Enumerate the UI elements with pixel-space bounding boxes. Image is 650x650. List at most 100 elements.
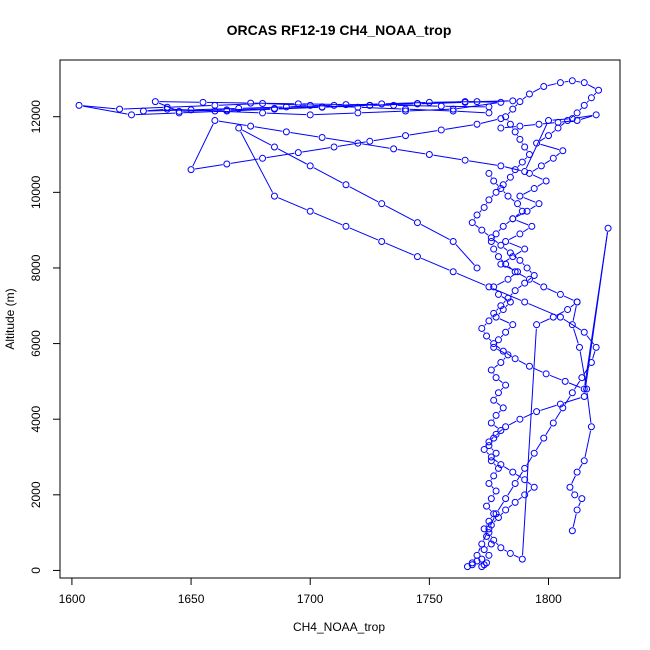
data-point xyxy=(473,264,481,272)
series-line-segment xyxy=(495,252,497,254)
series-line-segment xyxy=(218,110,259,114)
data-point xyxy=(425,98,433,106)
data-point xyxy=(521,298,529,306)
data-point xyxy=(366,101,374,109)
series-line-segment xyxy=(580,115,593,120)
series-line-segment xyxy=(433,154,462,161)
series-line-segment xyxy=(579,351,587,386)
data-point xyxy=(211,101,219,109)
data-point xyxy=(509,215,517,223)
data-point xyxy=(516,122,524,130)
series-line-segment xyxy=(313,212,343,226)
series-line-segment xyxy=(586,392,592,423)
data-point xyxy=(509,321,517,329)
series-line-segment xyxy=(278,106,319,109)
series-line-segment xyxy=(496,402,501,406)
data-point xyxy=(294,100,302,108)
series-line-segment xyxy=(349,186,379,203)
series-line-segment xyxy=(494,425,499,429)
series-line-segment xyxy=(501,296,508,301)
series-line-segment xyxy=(457,110,485,114)
data-point xyxy=(502,328,510,336)
data-point xyxy=(342,222,350,230)
data-point xyxy=(556,400,564,408)
data-point xyxy=(483,559,491,567)
series-line-segment xyxy=(478,547,481,552)
data-point xyxy=(478,324,486,332)
series-line-segment xyxy=(508,266,513,270)
series-line-segment xyxy=(583,365,590,375)
series-line-segment xyxy=(507,119,509,122)
series-line-segment xyxy=(504,126,516,129)
series-line-segment xyxy=(485,524,488,526)
series-line-segment xyxy=(532,167,539,172)
data-point xyxy=(247,122,255,130)
data-point xyxy=(511,498,519,506)
data-point xyxy=(497,115,505,123)
data-point xyxy=(525,90,533,98)
data-point xyxy=(480,203,488,211)
data-point xyxy=(528,222,536,230)
data-point xyxy=(502,506,510,514)
series-line-segment xyxy=(521,142,523,144)
series-line-segment xyxy=(483,331,485,333)
data-point xyxy=(483,502,491,510)
series-line-segment xyxy=(537,182,544,187)
series-line-segment xyxy=(519,206,521,209)
series-line-segment xyxy=(490,316,492,318)
data-point xyxy=(497,241,505,249)
series-line-segment xyxy=(507,486,514,496)
data-point xyxy=(559,404,567,412)
data-point xyxy=(487,234,495,242)
data-point xyxy=(516,192,524,200)
data-point xyxy=(545,132,553,140)
data-point xyxy=(449,237,457,245)
data-point xyxy=(259,154,267,162)
series-line-segment xyxy=(528,303,557,317)
series-line-segment xyxy=(490,516,492,519)
series-line-segment xyxy=(574,380,581,390)
series-line-segment xyxy=(409,108,450,112)
data-point xyxy=(523,264,531,272)
data-point xyxy=(463,563,471,571)
series-line-segment xyxy=(530,205,536,210)
data-point xyxy=(473,98,481,106)
data-point xyxy=(490,396,498,404)
data-point xyxy=(580,457,588,465)
data-point xyxy=(573,506,581,514)
data-point xyxy=(235,104,243,112)
series-line-segment xyxy=(490,535,492,538)
data-point xyxy=(487,521,495,529)
data-point xyxy=(485,103,493,111)
data-point xyxy=(139,107,147,115)
data-point xyxy=(437,102,445,110)
series-line-segment xyxy=(517,164,520,168)
series-line-segment xyxy=(493,373,495,375)
data-point xyxy=(366,137,374,145)
series-line-segment xyxy=(556,310,565,316)
data-point xyxy=(502,381,510,389)
data-point xyxy=(525,362,533,370)
series-line-segment xyxy=(544,160,551,165)
data-point xyxy=(497,427,505,435)
data-point xyxy=(487,453,495,461)
data-point xyxy=(525,275,533,283)
series-line-segment xyxy=(494,239,499,244)
data-point xyxy=(568,389,576,397)
data-point xyxy=(490,510,498,518)
data-point xyxy=(187,106,195,114)
series-line-segment xyxy=(505,179,508,183)
data-point xyxy=(449,268,457,276)
series-line-segment xyxy=(527,489,532,493)
data-point xyxy=(490,245,498,253)
data-point xyxy=(461,98,469,106)
data-point xyxy=(545,116,553,124)
data-point xyxy=(499,404,507,412)
series-line-segment xyxy=(510,198,515,202)
data-point xyxy=(516,415,524,423)
series-line-segment xyxy=(563,295,574,301)
data-point xyxy=(490,283,498,291)
data-point xyxy=(580,385,588,393)
series-line-segment xyxy=(420,257,450,271)
series-4 xyxy=(566,298,595,535)
